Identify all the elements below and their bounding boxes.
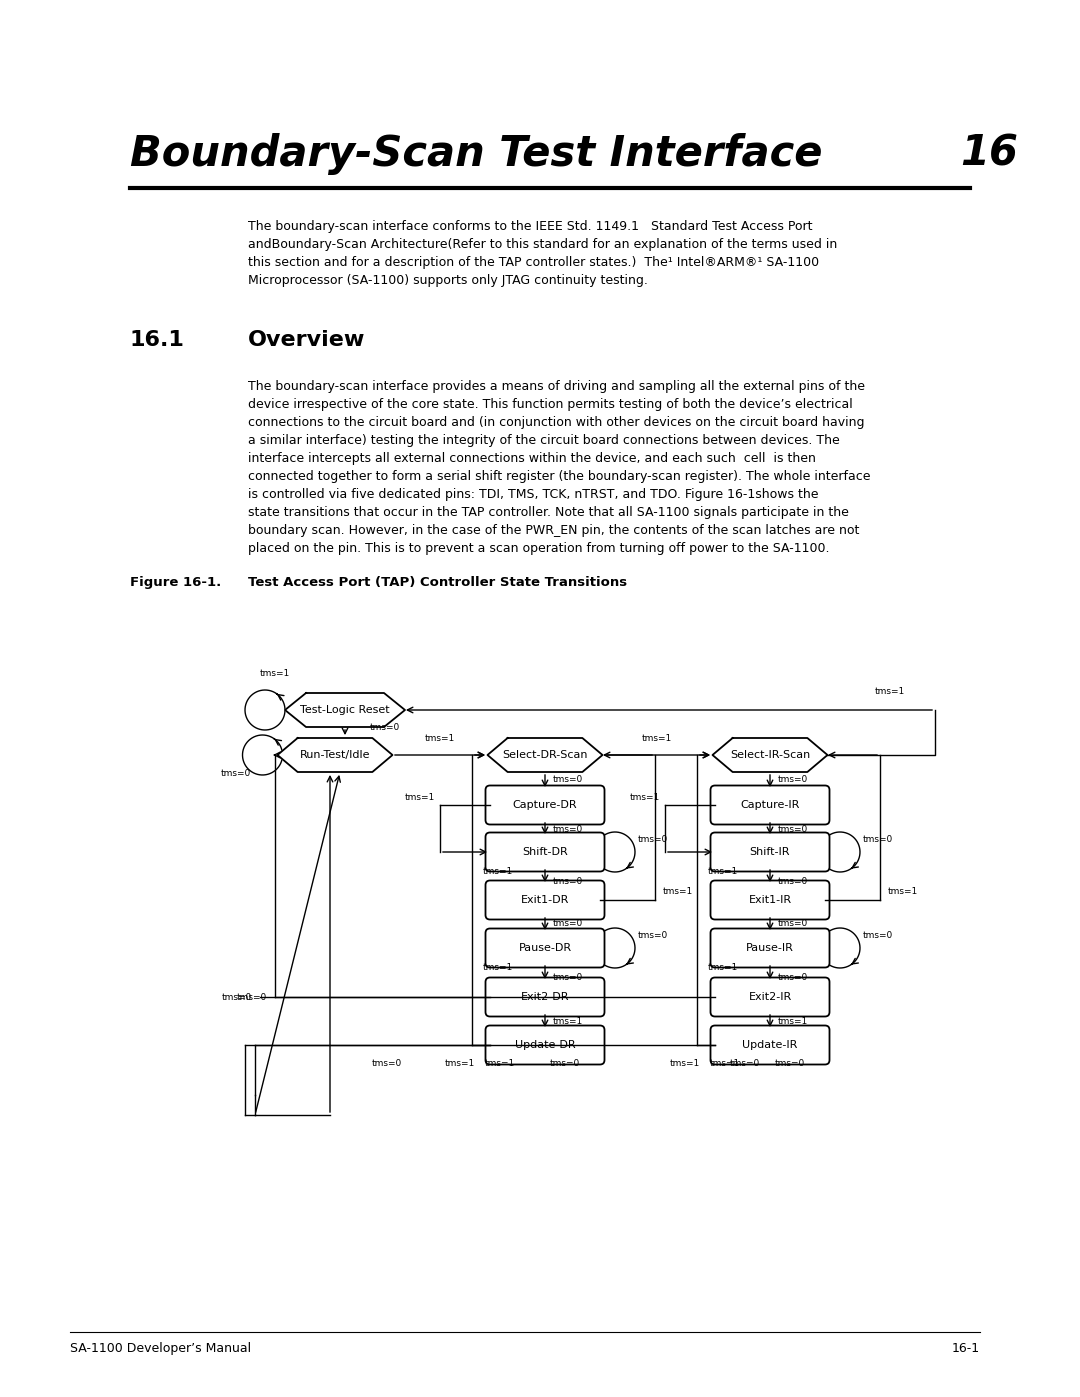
Text: Figure 16-1.: Figure 16-1. — [130, 576, 221, 590]
Text: tms=1: tms=1 — [707, 964, 738, 972]
Text: tms=1: tms=1 — [663, 887, 693, 897]
Polygon shape — [713, 738, 827, 773]
Text: Exit2-IR: Exit2-IR — [748, 992, 792, 1002]
Text: tms=1: tms=1 — [260, 669, 291, 679]
Text: Capture-IR: Capture-IR — [740, 800, 799, 810]
Polygon shape — [285, 693, 405, 726]
Text: Pause-DR: Pause-DR — [518, 943, 571, 953]
Text: The boundary-scan interface provides a means of driving and sampling all the ext: The boundary-scan interface provides a m… — [248, 380, 865, 393]
FancyBboxPatch shape — [711, 978, 829, 1017]
Text: tms=1: tms=1 — [445, 1059, 475, 1067]
Text: Microprocessor (SA-1100) supports only JTAG continuity testing.: Microprocessor (SA-1100) supports only J… — [248, 274, 648, 286]
Text: tms=1: tms=1 — [553, 1017, 583, 1025]
Text: 16-1: 16-1 — [951, 1343, 980, 1355]
Text: The boundary-scan interface conforms to the IEEE Std. 1149.1   Standard Test Acc: The boundary-scan interface conforms to … — [248, 219, 812, 233]
Text: tms=0: tms=0 — [553, 824, 583, 834]
Text: tms=1: tms=1 — [424, 733, 455, 743]
Text: tms=1: tms=1 — [778, 1017, 808, 1025]
Text: Test-Logic Reset: Test-Logic Reset — [300, 705, 390, 715]
Text: tms=0: tms=0 — [237, 992, 267, 1002]
FancyBboxPatch shape — [711, 929, 829, 968]
Text: Overview: Overview — [248, 330, 365, 351]
Text: tms=0: tms=0 — [553, 919, 583, 929]
Text: tms=0: tms=0 — [370, 724, 401, 732]
Text: tms=1: tms=1 — [485, 1059, 515, 1067]
FancyBboxPatch shape — [711, 785, 829, 824]
Text: 16.1: 16.1 — [130, 330, 185, 351]
Text: tms=0: tms=0 — [863, 835, 893, 845]
Text: connected together to form a serial shift register (the boundary-scan register).: connected together to form a serial shif… — [248, 469, 870, 483]
Text: Shift-IR: Shift-IR — [750, 847, 791, 856]
Text: tms=0: tms=0 — [221, 992, 252, 1002]
Text: Exit1-IR: Exit1-IR — [748, 895, 792, 905]
Text: tms=1: tms=1 — [707, 866, 738, 876]
Text: Select-IR-Scan: Select-IR-Scan — [730, 750, 810, 760]
Text: Pause-IR: Pause-IR — [746, 943, 794, 953]
FancyBboxPatch shape — [711, 880, 829, 919]
Text: Test Access Port (TAP) Controller State Transitions: Test Access Port (TAP) Controller State … — [248, 576, 627, 590]
Text: tms=0: tms=0 — [220, 768, 251, 778]
Text: tms=0: tms=0 — [863, 932, 893, 940]
Text: tms=0: tms=0 — [638, 932, 669, 940]
Text: tms=1: tms=1 — [483, 964, 513, 972]
FancyBboxPatch shape — [711, 1025, 829, 1065]
Text: connections to the circuit board and (in conjunction with other devices on the c: connections to the circuit board and (in… — [248, 416, 864, 429]
Text: Update-IR: Update-IR — [742, 1039, 798, 1051]
Polygon shape — [278, 738, 392, 773]
FancyBboxPatch shape — [486, 833, 605, 872]
Text: Exit1-DR: Exit1-DR — [521, 895, 569, 905]
Text: tms=1: tms=1 — [710, 1059, 740, 1067]
Text: tms=0: tms=0 — [553, 876, 583, 886]
Text: tms=0: tms=0 — [372, 1059, 402, 1067]
Text: tms=0: tms=0 — [778, 824, 808, 834]
Text: Update-DR: Update-DR — [515, 1039, 576, 1051]
Text: interface intercepts all external connections within the device, and each such  : interface intercepts all external connec… — [248, 453, 815, 465]
Text: tms=0: tms=0 — [638, 835, 669, 845]
Text: Run-Test/Idle: Run-Test/Idle — [300, 750, 370, 760]
Polygon shape — [487, 738, 603, 773]
Text: a similar interface) testing the integrity of the circuit board connections betw: a similar interface) testing the integri… — [248, 434, 840, 447]
FancyBboxPatch shape — [486, 880, 605, 919]
FancyBboxPatch shape — [486, 785, 605, 824]
Text: tms=1: tms=1 — [642, 733, 672, 743]
Text: tms=1: tms=1 — [405, 792, 435, 802]
Text: tms=1: tms=1 — [875, 687, 905, 697]
Text: Exit2-DR: Exit2-DR — [521, 992, 569, 1002]
Text: tms=0: tms=0 — [553, 775, 583, 785]
Text: Capture-DR: Capture-DR — [513, 800, 578, 810]
Text: SA-1100 Developer’s Manual: SA-1100 Developer’s Manual — [70, 1343, 252, 1355]
Text: Shift-DR: Shift-DR — [522, 847, 568, 856]
FancyBboxPatch shape — [486, 1025, 605, 1065]
Text: device irrespective of the core state. This function permits testing of both the: device irrespective of the core state. T… — [248, 398, 853, 411]
Text: tms=0: tms=0 — [778, 876, 808, 886]
Text: state transitions that occur in the TAP controller. Note that all SA-1100 signal: state transitions that occur in the TAP … — [248, 506, 849, 520]
Text: placed on the pin. This is to prevent a scan operation from turning off power to: placed on the pin. This is to prevent a … — [248, 542, 829, 555]
Text: tms=0: tms=0 — [553, 974, 583, 982]
Text: tms=1: tms=1 — [670, 1059, 700, 1067]
Text: tms=0: tms=0 — [730, 1059, 760, 1067]
Text: tms=0: tms=0 — [778, 974, 808, 982]
Text: tms=0: tms=0 — [778, 919, 808, 929]
Text: tms=0: tms=0 — [778, 775, 808, 785]
Text: this section and for a description of the TAP controller states.)  The¹ Intel®AR: this section and for a description of th… — [248, 256, 819, 270]
Text: boundary scan. However, in the case of the PWR_EN pin, the contents of the scan : boundary scan. However, in the case of t… — [248, 524, 860, 536]
Text: tms=1: tms=1 — [888, 887, 918, 897]
Text: tms=0: tms=0 — [774, 1059, 805, 1067]
Text: 16: 16 — [960, 133, 1018, 175]
FancyBboxPatch shape — [486, 978, 605, 1017]
Text: tms=1: tms=1 — [483, 866, 513, 876]
FancyBboxPatch shape — [711, 833, 829, 872]
Text: andBoundary-Scan Architecture(Refer to this standard for an explanation of the t: andBoundary-Scan Architecture(Refer to t… — [248, 237, 837, 251]
Text: Boundary-Scan Test Interface: Boundary-Scan Test Interface — [130, 133, 823, 175]
Text: tms=1: tms=1 — [630, 792, 660, 802]
Text: is controlled via five dedicated pins: TDI, TMS, TCK, nTRST, and TDO. Figure 16-: is controlled via five dedicated pins: T… — [248, 488, 819, 502]
FancyBboxPatch shape — [486, 929, 605, 968]
Text: Select-DR-Scan: Select-DR-Scan — [502, 750, 588, 760]
Text: tms=0: tms=0 — [550, 1059, 580, 1067]
